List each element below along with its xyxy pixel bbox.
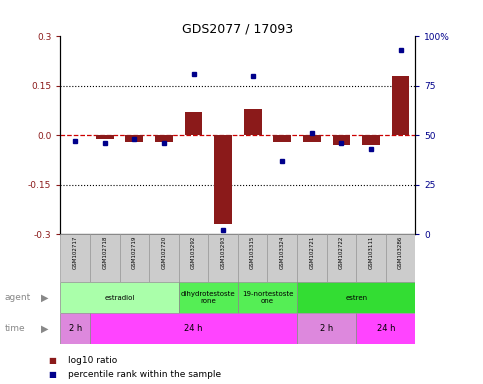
- Bar: [155, 136, 173, 142]
- Text: agent: agent: [5, 293, 31, 302]
- Bar: [179, 234, 208, 282]
- Bar: [268, 234, 297, 282]
- Bar: [90, 313, 297, 344]
- Bar: [60, 234, 90, 282]
- Text: GSM103286: GSM103286: [398, 236, 403, 269]
- Text: GSM102718: GSM102718: [102, 236, 107, 269]
- Bar: [60, 282, 179, 313]
- Text: GSM102722: GSM102722: [339, 236, 344, 269]
- Bar: [327, 234, 356, 282]
- Bar: [238, 282, 297, 313]
- Text: ▶: ▶: [41, 293, 49, 303]
- Bar: [356, 313, 415, 344]
- Text: GSM102721: GSM102721: [309, 236, 314, 269]
- Text: time: time: [5, 324, 26, 333]
- Text: estren: estren: [345, 295, 367, 301]
- Bar: [179, 282, 238, 313]
- Text: GSM102717: GSM102717: [72, 236, 78, 269]
- Text: GSM102719: GSM102719: [132, 236, 137, 269]
- Bar: [386, 234, 415, 282]
- Text: GSM102720: GSM102720: [161, 236, 167, 269]
- Bar: [96, 136, 114, 139]
- Text: 2 h: 2 h: [320, 324, 333, 333]
- Bar: [303, 136, 321, 142]
- Bar: [185, 112, 202, 136]
- Text: GSM103292: GSM103292: [191, 236, 196, 269]
- Text: log10 ratio: log10 ratio: [68, 356, 117, 365]
- Bar: [392, 76, 410, 136]
- Bar: [356, 234, 386, 282]
- Text: ■: ■: [48, 356, 56, 365]
- Text: GSM103293: GSM103293: [221, 236, 226, 269]
- Bar: [90, 234, 120, 282]
- Text: percentile rank within the sample: percentile rank within the sample: [68, 370, 221, 379]
- Bar: [333, 136, 350, 145]
- Bar: [120, 234, 149, 282]
- Title: GDS2077 / 17093: GDS2077 / 17093: [182, 22, 294, 35]
- Bar: [149, 234, 179, 282]
- Bar: [214, 136, 232, 224]
- Bar: [238, 234, 268, 282]
- Bar: [273, 136, 291, 142]
- Bar: [60, 313, 90, 344]
- Text: dihydrotestoste
rone: dihydrotestoste rone: [181, 291, 236, 304]
- Text: 24 h: 24 h: [377, 324, 395, 333]
- Bar: [244, 109, 262, 136]
- Bar: [126, 136, 143, 142]
- Bar: [208, 234, 238, 282]
- Text: GSM103111: GSM103111: [369, 236, 373, 269]
- Text: 24 h: 24 h: [184, 324, 203, 333]
- Bar: [362, 136, 380, 145]
- Bar: [297, 282, 415, 313]
- Text: ▶: ▶: [41, 323, 49, 333]
- Text: estradiol: estradiol: [104, 295, 135, 301]
- Text: 19-nortestoste
one: 19-nortestoste one: [242, 291, 293, 304]
- Text: GSM103315: GSM103315: [250, 236, 255, 269]
- Bar: [297, 234, 327, 282]
- Bar: [297, 313, 356, 344]
- Text: 2 h: 2 h: [69, 324, 82, 333]
- Text: ■: ■: [48, 370, 56, 379]
- Text: GSM103324: GSM103324: [280, 236, 285, 269]
